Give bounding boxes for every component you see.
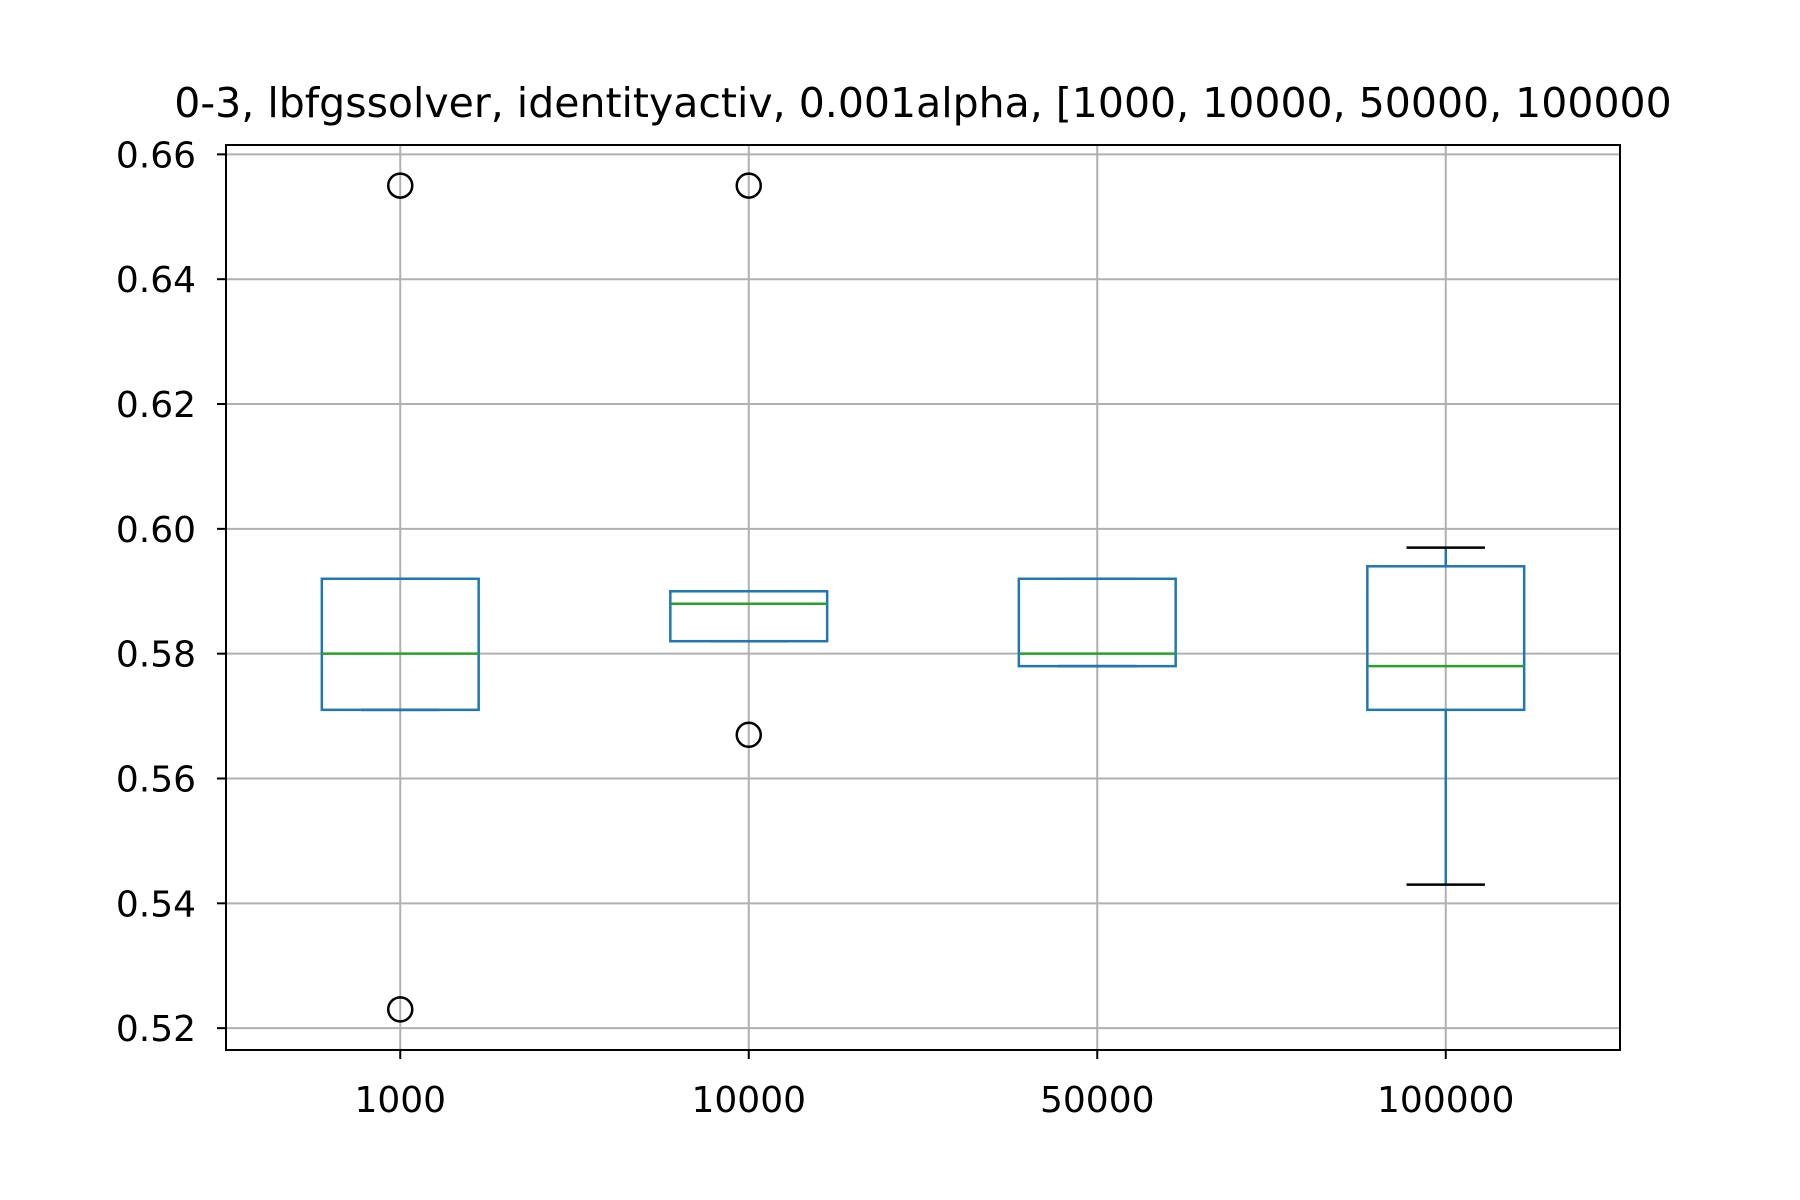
box-iqr (1017, 577, 1177, 668)
chart-title: 0-3, lbfgssolver, identityactiv, 0.001al… (174, 79, 1671, 127)
y-tick-label: 0.52 (116, 1009, 196, 1050)
y-tick-label: 0.66 (116, 135, 196, 176)
box-group (1017, 577, 1177, 668)
box-iqr (669, 590, 829, 643)
y-tick-label: 0.64 (116, 260, 196, 301)
x-tick-label: 1000 (354, 1080, 446, 1121)
box-group (669, 172, 829, 749)
y-tick-label: 0.60 (116, 510, 196, 551)
boxes (320, 172, 1526, 1023)
outlier-point (387, 996, 414, 1023)
x-tick-label: 100000 (1377, 1080, 1514, 1121)
box-group (1366, 546, 1526, 886)
ticks: 0.52 0.54 0.56 0.58 0.60 0.62 0.64 0.66 1000 1000… (116, 135, 1515, 1121)
box-iqr (320, 577, 480, 712)
y-tick-label: 0.58 (116, 635, 196, 676)
box-iqr (1366, 565, 1526, 712)
outlier-point (735, 172, 762, 199)
outlier-point (387, 172, 414, 199)
grid (226, 145, 1620, 1050)
y-tick-label: 0.54 (116, 884, 196, 925)
y-tick-label: 0.62 (116, 385, 196, 426)
outlier-point (735, 721, 762, 749)
box-group (320, 172, 480, 1023)
x-tick-label: 50000 (1040, 1080, 1155, 1121)
y-tick-label: 0.56 (116, 760, 196, 801)
axes-frame (225, 144, 1621, 1051)
x-tick-label: 10000 (691, 1080, 806, 1121)
